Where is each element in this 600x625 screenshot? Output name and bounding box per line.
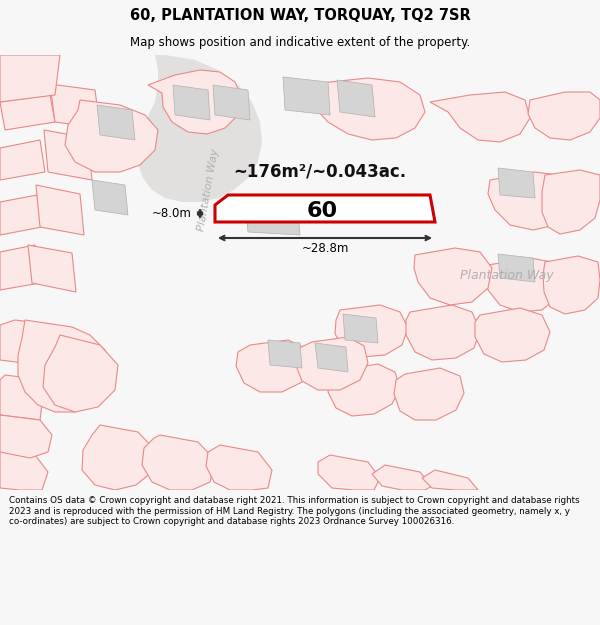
Polygon shape <box>528 92 600 140</box>
Polygon shape <box>43 335 118 412</box>
Polygon shape <box>328 364 400 416</box>
Text: 60, PLANTATION WAY, TORQUAY, TQ2 7SR: 60, PLANTATION WAY, TORQUAY, TQ2 7SR <box>130 8 470 23</box>
Polygon shape <box>475 308 550 362</box>
Polygon shape <box>0 320 55 365</box>
Polygon shape <box>542 170 600 234</box>
Polygon shape <box>236 340 310 392</box>
Polygon shape <box>337 80 375 117</box>
Polygon shape <box>148 70 242 134</box>
Text: Contains OS data © Crown copyright and database right 2021. This information is : Contains OS data © Crown copyright and d… <box>9 496 580 526</box>
Polygon shape <box>213 85 250 120</box>
Polygon shape <box>246 210 300 235</box>
Polygon shape <box>488 172 572 230</box>
Polygon shape <box>0 375 45 420</box>
Text: Plantation Way: Plantation Way <box>196 148 220 232</box>
Polygon shape <box>28 245 76 292</box>
Text: ~176m²/~0.043ac.: ~176m²/~0.043ac. <box>233 163 407 181</box>
Polygon shape <box>430 92 530 142</box>
Polygon shape <box>268 340 302 368</box>
Polygon shape <box>485 258 562 312</box>
Polygon shape <box>0 245 40 290</box>
Polygon shape <box>50 84 100 128</box>
Polygon shape <box>0 415 52 458</box>
Polygon shape <box>0 195 42 235</box>
Polygon shape <box>65 100 158 172</box>
Polygon shape <box>335 305 408 357</box>
Polygon shape <box>498 168 535 198</box>
Polygon shape <box>215 195 435 222</box>
Polygon shape <box>414 248 492 305</box>
Polygon shape <box>406 305 480 360</box>
Polygon shape <box>18 320 112 412</box>
Polygon shape <box>0 55 60 102</box>
Text: 60: 60 <box>307 201 338 221</box>
Text: Plantation Way: Plantation Way <box>460 269 554 281</box>
Text: Map shows position and indicative extent of the property.: Map shows position and indicative extent… <box>130 36 470 49</box>
Polygon shape <box>82 425 155 490</box>
Polygon shape <box>206 445 272 490</box>
Polygon shape <box>372 465 432 490</box>
Polygon shape <box>44 130 92 180</box>
Polygon shape <box>543 256 600 314</box>
Polygon shape <box>498 254 535 282</box>
Polygon shape <box>36 185 84 235</box>
Polygon shape <box>137 55 262 202</box>
Polygon shape <box>173 85 210 120</box>
Polygon shape <box>394 368 464 420</box>
Polygon shape <box>285 78 425 140</box>
Polygon shape <box>92 180 128 215</box>
Polygon shape <box>0 95 55 130</box>
Polygon shape <box>343 314 378 343</box>
Polygon shape <box>0 140 45 180</box>
Polygon shape <box>295 337 368 390</box>
Polygon shape <box>0 450 48 490</box>
Polygon shape <box>422 470 478 490</box>
Polygon shape <box>318 455 380 490</box>
Polygon shape <box>283 77 330 115</box>
Polygon shape <box>315 343 348 372</box>
Polygon shape <box>142 435 215 490</box>
Text: ~28.8m: ~28.8m <box>301 241 349 254</box>
Text: ~8.0m: ~8.0m <box>152 207 192 220</box>
Polygon shape <box>97 105 135 140</box>
